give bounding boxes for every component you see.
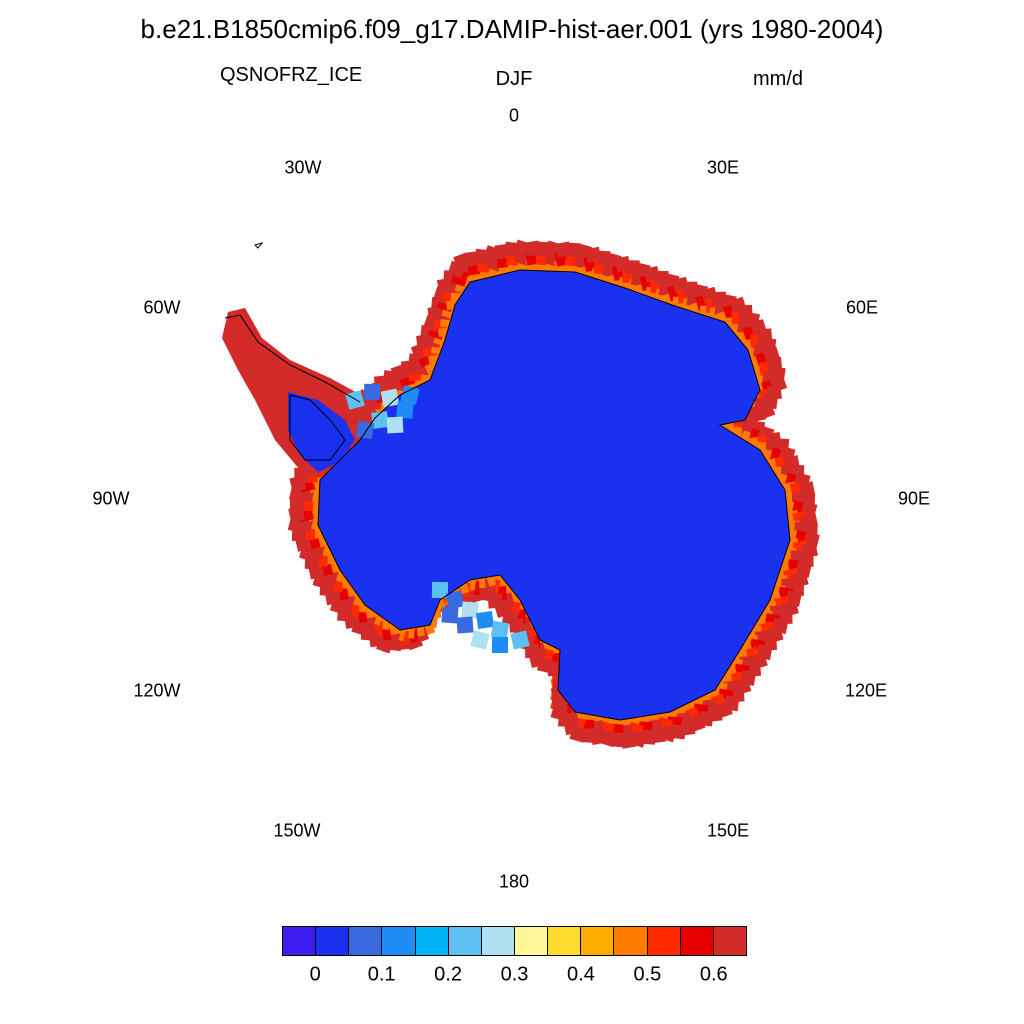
colorbar-box: [548, 927, 582, 955]
lon-label-60w: 60W: [143, 297, 181, 318]
colorbar-tick-label: 0: [309, 963, 321, 986]
colorbar-box: [680, 927, 714, 955]
lon-label-150e: 150E: [706, 820, 750, 841]
continent-interior: [318, 270, 790, 720]
coastline: [317, 269, 791, 721]
peninsula-interior: [288, 392, 355, 472]
colorbar-tick-label: 0.1: [367, 963, 396, 986]
colorbar-box: [581, 927, 615, 955]
colorbar-tick-label: 0.4: [567, 963, 595, 986]
colorbar-tick-label: 0.2: [434, 963, 462, 986]
colorbar-box: [481, 927, 515, 955]
colorbar-box: [382, 927, 416, 955]
peninsula-coastline: [224, 242, 361, 461]
colorbar-box: [713, 927, 746, 955]
colorbar-tick-label: 0.3: [500, 963, 529, 986]
colorbar-box: [514, 927, 549, 955]
ice-shelf-patches: [345, 383, 530, 653]
lon-label-150w: 150W: [273, 820, 321, 841]
season-label: DJF: [495, 68, 533, 90]
lon-label-120e: 120E: [844, 680, 888, 701]
colorbar-box: [283, 927, 317, 955]
coastal-band: [287, 239, 820, 749]
lon-label-180: 180: [498, 871, 530, 892]
colorbar-box: [614, 927, 648, 955]
lon-label-120w: 120W: [133, 680, 181, 701]
lon-label-30e: 30E: [706, 157, 740, 178]
colorbar-tick-label: 0.5: [633, 963, 662, 986]
plot-title: b.e21.B1850cmip6.f09_g17.DAMIP-hist-aer.…: [140, 14, 884, 44]
lon-label-90e: 90E: [897, 488, 931, 509]
colorbar: [282, 926, 747, 956]
colorbar-tick-label: 0.6: [699, 963, 728, 986]
colorbar-box: [647, 927, 681, 955]
colorbar-box: [448, 927, 482, 955]
lon-label-30w: 30W: [284, 157, 322, 178]
colorbar-box: [316, 927, 350, 955]
lon-label-60e: 60E: [845, 297, 879, 318]
lon-label-90w: 90W: [92, 488, 130, 509]
colorbar-box: [349, 927, 383, 955]
units-label: mm/d: [753, 68, 803, 90]
lon-label-0: 0: [508, 105, 520, 126]
variable-name: QSNOFRZ_ICE: [220, 64, 363, 86]
colorbar-box: [415, 927, 449, 955]
